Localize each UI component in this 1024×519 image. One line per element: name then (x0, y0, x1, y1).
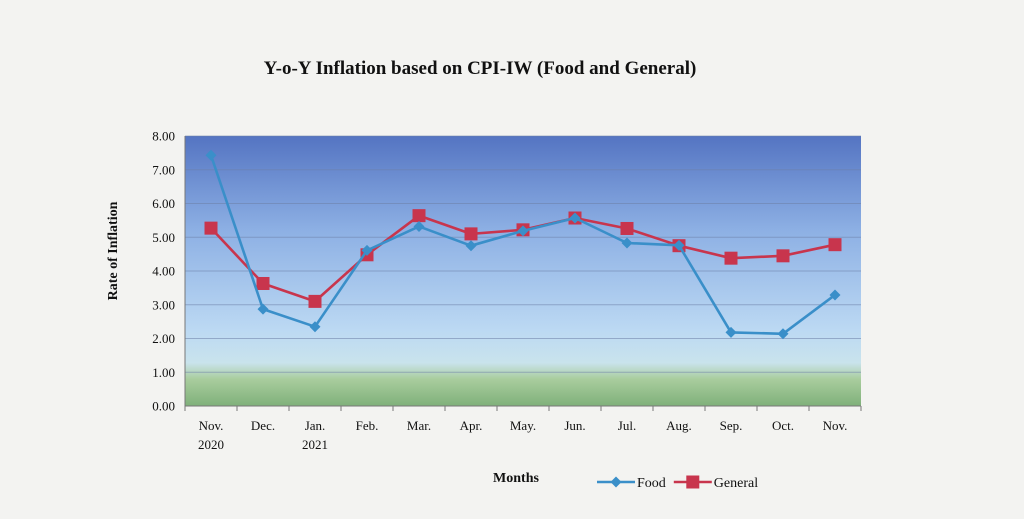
food-point (517, 225, 529, 237)
x-tick-label: Feb. (356, 418, 379, 433)
general-point (724, 251, 738, 265)
gridlines (185, 135, 861, 373)
food-point (309, 321, 321, 333)
general-point (828, 238, 842, 252)
food-point (725, 326, 737, 338)
legend: Food General (597, 475, 758, 491)
legend-food-marker (610, 476, 622, 488)
x-tick-label: May. (510, 418, 536, 433)
food-point (673, 239, 685, 251)
series-lines (204, 149, 842, 340)
general-point (620, 221, 634, 235)
x-axis-title: Months (493, 471, 539, 486)
x-tick-label: Dec. (251, 418, 275, 433)
x-tick-label: 2020 (198, 437, 224, 452)
legend-general-marker (686, 475, 700, 489)
x-tick-label: Nov. (823, 418, 848, 433)
x-tick-label: Jan. (305, 418, 326, 433)
x-tick-label: Sep. (720, 418, 743, 433)
food-point (257, 303, 269, 315)
legend-food-label: Food (637, 476, 666, 491)
y-axis-title: Rate of Inflation (106, 201, 121, 300)
y-tick-label: 0.00 (152, 399, 175, 414)
axes: 0.00 1.00 2.00 3.00 4.00 5.00 6.00 7.00 8.00 Nov.… (152, 129, 862, 452)
x-tick-label: Jul. (618, 418, 636, 433)
food-point (777, 328, 789, 340)
y-tick-label: 4.00 (152, 264, 175, 279)
x-tick-label: Mar. (407, 418, 431, 433)
general-point (256, 276, 270, 290)
food-point (465, 240, 477, 252)
food-point (205, 149, 217, 161)
y-tick-label: 5.00 (152, 230, 175, 245)
y-tick-label: 7.00 (152, 162, 175, 177)
general-point (412, 209, 426, 223)
food-point (621, 237, 633, 249)
legend-general-label: General (714, 476, 758, 491)
x-tick-label: Nov. (199, 418, 224, 433)
food-point (413, 220, 425, 232)
y-tick-label: 2.00 (152, 331, 175, 346)
x-tick-label: Oct. (772, 418, 794, 433)
y-tick-label: 1.00 (152, 365, 175, 380)
x-tick-label: Jun. (564, 418, 585, 433)
y-tick-label: 8.00 (152, 129, 175, 144)
food-point (361, 244, 373, 256)
general-point (464, 227, 478, 241)
food-point (829, 289, 841, 301)
y-tick-label: 3.00 (152, 297, 175, 312)
general-point (204, 221, 218, 235)
chart-title: Y-o-Y Inflation based on CPI-IW (Food an… (263, 58, 697, 79)
y-tick-label: 6.00 (152, 196, 175, 211)
general-point (308, 294, 322, 308)
food-point (569, 212, 581, 224)
general-point (776, 249, 790, 263)
x-tick-label: 2021 (302, 437, 328, 452)
x-tick-label: Aug. (666, 418, 692, 433)
x-tick-label: Apr. (460, 418, 483, 433)
